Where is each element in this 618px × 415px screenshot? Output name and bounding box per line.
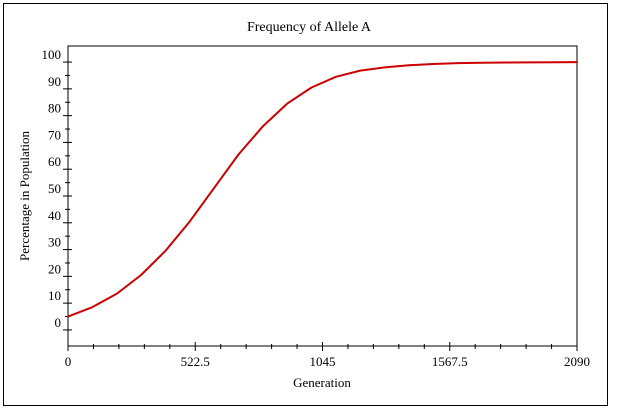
series-layer <box>67 61 578 318</box>
plot-area <box>67 45 578 347</box>
y-tick-label: 80 <box>48 101 61 116</box>
x-tick-label: 0 <box>65 354 72 369</box>
x-tick-label: 1567.5 <box>432 354 468 369</box>
y-tick-label: 20 <box>48 261 61 276</box>
series-line-0 <box>67 61 578 318</box>
y-tick-label: 60 <box>48 154 61 169</box>
y-axis-label: Percentage in Population <box>17 131 32 261</box>
x-axis-label: Generation <box>293 375 351 390</box>
y-tick-label: 30 <box>48 235 61 250</box>
y-tick-label: 10 <box>48 288 61 303</box>
y-axis-ticks: 0 10 20 30 40 50 60 70 80 90 100 <box>42 47 72 331</box>
y-tick-label: 0 <box>55 315 62 330</box>
y-tick-label: 70 <box>48 127 61 142</box>
y-tick-label: 100 <box>42 47 62 62</box>
x-tick-label: 522.5 <box>181 354 210 369</box>
chart-title: Frequency of Allele A <box>247 20 372 35</box>
y-tick-label: 50 <box>48 181 61 196</box>
y-tick-label: 40 <box>48 208 61 223</box>
x-tick-label: 1045 <box>310 354 336 369</box>
x-tick-label: 2090 <box>564 354 590 369</box>
x-axis-ticks: 0 522.5 1045 1567.5 2090 <box>65 342 590 369</box>
y-tick-label: 90 <box>48 74 61 89</box>
chart-frame <box>3 3 608 406</box>
